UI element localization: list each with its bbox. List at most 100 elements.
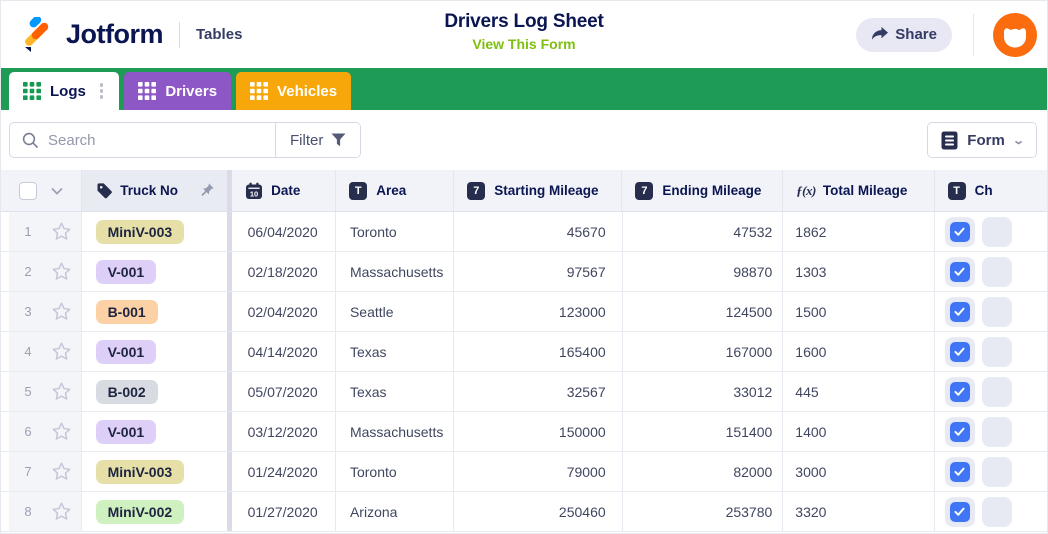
ending-mileage-cell[interactable]: 151400 [623,412,784,451]
date-cell[interactable]: 06/04/2020 [232,212,336,251]
column-header-date[interactable]: 10 Date [232,170,337,211]
area-cell[interactable]: Texas [336,372,455,411]
total-mileage-cell[interactable]: 3320 [783,492,935,531]
date-cell[interactable]: 03/12/2020 [232,412,336,451]
checked-checkbox[interactable] [944,296,975,327]
column-header-truck-no[interactable]: Truck No [82,170,233,211]
truck-no-cell[interactable]: V-001 [82,412,232,451]
row-number: 4 [24,344,32,359]
star-icon[interactable] [51,461,72,482]
tab-vehicles[interactable]: Vehicles [236,72,352,110]
unchecked-checkbox[interactable] [981,376,1012,407]
column-label: Ending Mileage [662,183,762,198]
date-cell[interactable]: 02/04/2020 [232,292,336,331]
date-cell[interactable]: 01/27/2020 [232,492,336,531]
star-icon[interactable] [51,221,72,242]
total-mileage-cell[interactable]: 1600 [783,332,935,371]
area-cell[interactable]: Seattle [336,292,455,331]
user-avatar[interactable] [993,12,1037,57]
unchecked-checkbox[interactable] [981,216,1012,247]
date-cell[interactable]: 04/14/2020 [232,332,336,371]
star-icon[interactable] [51,301,72,322]
jotform-logo[interactable]: Jotform [21,16,164,53]
truck-no-cell[interactable]: B-001 [82,292,232,331]
unchecked-checkbox[interactable] [981,256,1012,287]
truck-no-cell[interactable]: V-001 [82,252,232,291]
checked-checkbox[interactable] [944,256,975,287]
total-mileage-cell[interactable]: 445 [783,372,935,411]
view-this-form-link[interactable]: View This Form [472,36,576,52]
column-header-area[interactable]: T Area [336,170,455,211]
unchecked-checkbox[interactable] [981,456,1012,487]
unchecked-checkbox[interactable] [981,296,1012,327]
area-cell[interactable]: Texas [336,332,455,371]
total-mileage-cell[interactable]: 1303 [783,252,935,291]
ending-mileage-cell[interactable]: 82000 [623,452,784,491]
total-mileage-cell[interactable]: 3000 [783,452,935,491]
ending-mileage-cell[interactable]: 253780 [623,492,784,531]
checked-checkbox[interactable] [944,496,975,527]
tab-options-kebab-icon[interactable] [98,80,106,102]
truck-no-cell[interactable]: MiniV-002 [82,492,232,531]
expand-rows-chevron-icon[interactable] [48,182,66,200]
column-header-starting-mileage[interactable]: 7 Starting Mileage [454,170,623,211]
truck-no-cell[interactable]: V-001 [82,332,232,371]
filter-button[interactable]: Filter [275,123,361,157]
checkbox-cell [935,492,1047,531]
ending-mileage-cell[interactable]: 33012 [623,372,784,411]
ending-mileage-cell[interactable]: 98870 [623,252,784,291]
tab-drivers[interactable]: Drivers [124,72,232,110]
area-cell[interactable]: Massachusetts [336,252,455,291]
date-cell[interactable]: 02/18/2020 [232,252,336,291]
column-header-ending-mileage[interactable]: 7 Ending Mileage [622,170,784,211]
date-cell[interactable]: 01/24/2020 [232,452,336,491]
total-mileage-cell[interactable]: 1400 [783,412,935,451]
tab-vehicles-label: Vehicles [277,82,338,100]
starting-mileage-cell[interactable]: 79000 [454,452,623,491]
pin-icon[interactable] [199,182,215,201]
table-row: 3 B-001 02/04/2020 Seattle 123000 124500… [1,292,1047,332]
starting-mileage-cell[interactable]: 165400 [454,332,623,371]
form-button[interactable]: Form ⌄ [927,122,1037,158]
ending-mileage-cell[interactable]: 47532 [623,212,784,251]
checked-checkbox[interactable] [944,336,975,367]
truck-tag: MiniV-002 [95,499,185,524]
form-icon [941,131,958,150]
unchecked-checkbox[interactable] [981,416,1012,447]
area-cell[interactable]: Toronto [336,212,455,251]
starting-mileage-cell[interactable]: 150000 [454,412,623,451]
unchecked-checkbox[interactable] [981,496,1012,527]
share-button[interactable]: Share [856,17,952,52]
starting-mileage-cell[interactable]: 250460 [454,492,623,531]
column-header-total-mileage[interactable]: ƒ(x) Total Mileage [783,170,935,211]
checked-checkbox[interactable] [944,376,975,407]
truck-no-cell[interactable]: MiniV-003 [82,212,232,251]
starting-mileage-cell[interactable]: 97567 [454,252,623,291]
truck-no-cell[interactable]: MiniV-003 [82,452,232,491]
tab-logs[interactable]: Logs [9,72,120,110]
star-icon[interactable] [51,501,72,522]
search-input[interactable] [48,131,248,149]
total-mileage-cell[interactable]: 1862 [783,212,935,251]
starting-mileage-cell[interactable]: 123000 [454,292,623,331]
checked-checkbox[interactable] [944,216,975,247]
checked-checkbox[interactable] [944,416,975,447]
starting-mileage-cell[interactable]: 45670 [454,212,623,251]
truck-no-cell[interactable]: B-002 [82,372,232,411]
star-icon[interactable] [51,381,72,402]
area-cell[interactable]: Toronto [336,452,455,491]
total-mileage-cell[interactable]: 1500 [783,292,935,331]
checked-checkbox[interactable] [944,456,975,487]
star-icon[interactable] [51,341,72,362]
ending-mileage-cell[interactable]: 167000 [623,332,784,371]
select-all-checkbox[interactable] [19,181,37,200]
area-cell[interactable]: Arizona [336,492,455,531]
starting-mileage-cell[interactable]: 32567 [454,372,623,411]
unchecked-checkbox[interactable] [981,336,1012,367]
ending-mileage-cell[interactable]: 124500 [623,292,784,331]
area-cell[interactable]: Massachusetts [336,412,455,451]
star-icon[interactable] [51,421,72,442]
date-cell[interactable]: 05/07/2020 [232,372,336,411]
column-header-ch[interactable]: T Ch [935,170,1047,211]
star-icon[interactable] [51,261,72,282]
